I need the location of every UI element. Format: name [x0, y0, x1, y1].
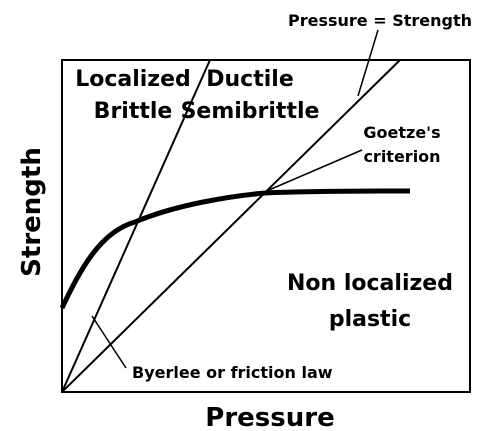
label: Byerlee or friction law [132, 363, 333, 382]
byerlee-pointer [91, 315, 127, 369]
label: Non localized [287, 271, 453, 296]
y-axis-label: Strength [17, 147, 47, 277]
label: Brittle [94, 99, 173, 124]
label: Pressure = Strength [288, 11, 472, 30]
label: Ductile [206, 67, 293, 92]
label: Goetze's [363, 123, 440, 142]
label: Semibrittle [181, 99, 320, 124]
label: Localized [75, 67, 191, 92]
label: criterion [363, 147, 440, 166]
byerlee-line [61, 59, 211, 393]
label: plastic [329, 307, 411, 332]
goetze-curve [59, 188, 411, 310]
pressure-strength-line [61, 59, 401, 393]
plot-frame [61, 59, 471, 393]
pressure-strength-pointer [357, 29, 379, 97]
x-axis-label: Pressure [205, 403, 334, 431]
goetze-pointer [254, 149, 363, 197]
